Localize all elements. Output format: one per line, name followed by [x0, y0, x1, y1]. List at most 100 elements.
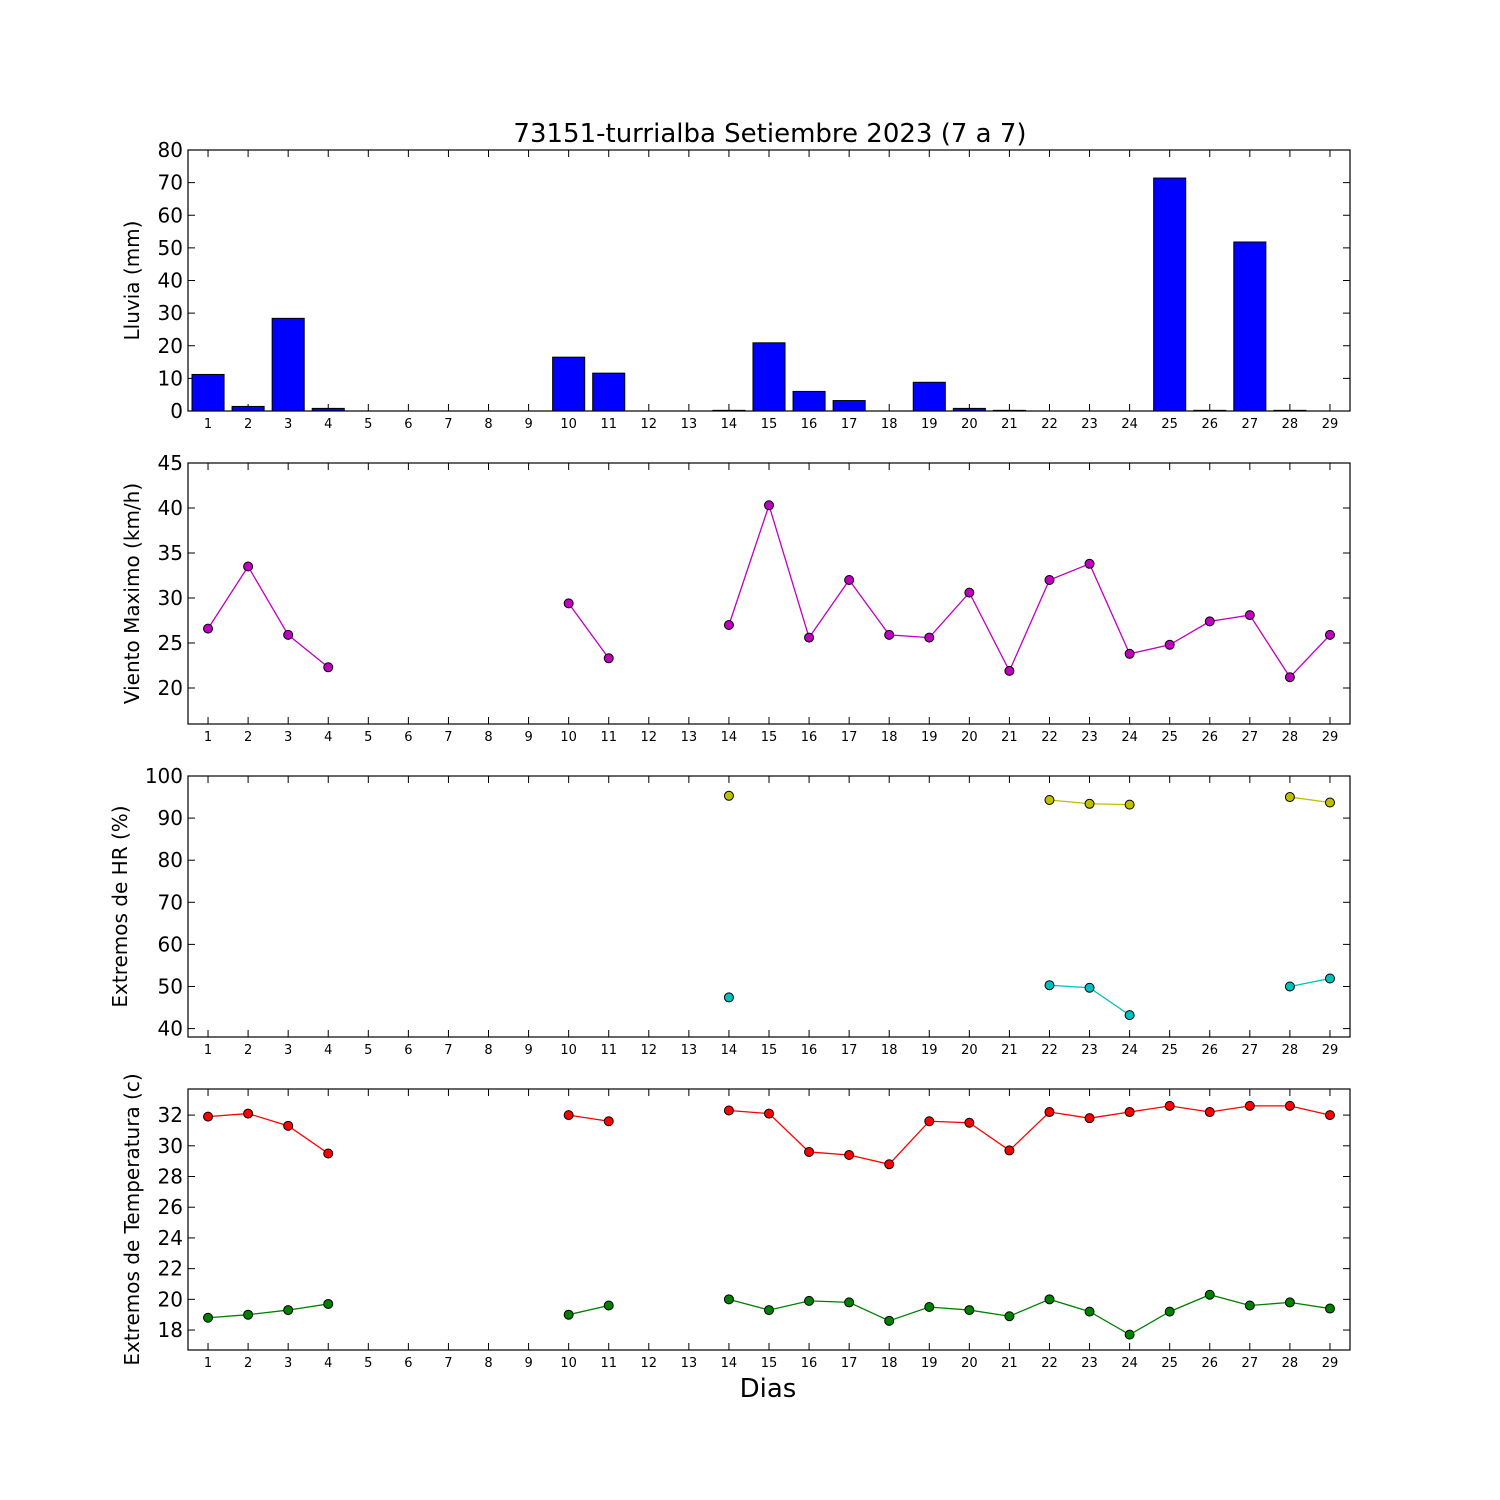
x-tick-label: 3 — [284, 730, 292, 745]
y-tick-label: 90 — [158, 806, 183, 830]
x-tick-label: 17 — [841, 1356, 858, 1371]
point-hr_min-day-14 — [723, 992, 734, 1003]
point-temp_max-day-24 — [1124, 1107, 1135, 1118]
y-tick-label: 80 — [158, 138, 183, 162]
y-tick-label: 40 — [158, 269, 183, 293]
x-tick-label: 15 — [761, 1356, 778, 1371]
point-temp_max-day-4 — [323, 1148, 334, 1159]
y-tick-label: 100 — [145, 764, 183, 788]
x-tick-label: 13 — [681, 1043, 698, 1058]
x-tick-label: 15 — [761, 1043, 778, 1058]
x-tick-label: 1 — [204, 1043, 212, 1058]
y-tick-label: 30 — [158, 301, 183, 325]
x-tick-label: 22 — [1041, 417, 1058, 432]
point-temp_max-day-28 — [1284, 1100, 1295, 1111]
y-axis-label: Extremos de Temperatura (c) — [120, 1073, 144, 1365]
series-line-temp_min — [568, 1304, 609, 1316]
rain-bar-day-25 — [1153, 177, 1187, 412]
point-temp_min-day-17 — [844, 1297, 855, 1308]
x-tick-label: 10 — [560, 417, 577, 432]
point-temp_min-day-21 — [1004, 1311, 1015, 1322]
point-temp_max-day-18 — [884, 1159, 895, 1170]
x-tick-label: 4 — [324, 1043, 332, 1058]
rain-bar-day-17 — [832, 400, 866, 412]
x-tick-label: 28 — [1282, 1356, 1299, 1371]
point-hr_max-day-29 — [1324, 797, 1335, 808]
x-tick-label: 22 — [1041, 730, 1058, 745]
point-temp_min-day-26 — [1204, 1289, 1215, 1300]
rain-bar-day-11 — [592, 372, 626, 412]
y-tick-label: 30 — [158, 1134, 183, 1158]
point-temp_max-day-14 — [723, 1105, 734, 1116]
series-line-temp_min — [207, 1303, 329, 1319]
point-wind-day-15 — [764, 500, 774, 511]
x-tick-label: 11 — [600, 730, 617, 745]
point-temp_max-day-15 — [764, 1108, 774, 1119]
x-tick-label: 17 — [841, 1043, 858, 1058]
y-tick-label: 40 — [158, 496, 183, 520]
point-hr_min-day-24 — [1124, 1010, 1135, 1021]
point-wind-day-25 — [1164, 639, 1175, 650]
y-tick-label: 10 — [158, 366, 183, 390]
x-tick-label: 23 — [1081, 730, 1098, 745]
point-wind-day-2 — [243, 561, 254, 572]
point-temp_max-day-10 — [563, 1110, 574, 1121]
x-tick-label: 21 — [1001, 417, 1018, 432]
x-tick-label: 18 — [881, 730, 898, 745]
x-tick-label: 13 — [681, 1356, 698, 1371]
series-line-wind — [568, 603, 610, 659]
x-tick-label: 6 — [404, 1043, 412, 1058]
x-tick-label: 4 — [324, 730, 332, 745]
point-wind-day-17 — [844, 575, 855, 585]
point-temp_max-day-29 — [1324, 1110, 1335, 1121]
rain-bar-day-4 — [311, 407, 345, 412]
x-tick-label: 4 — [324, 417, 332, 432]
rain-bar-day-2 — [231, 405, 265, 412]
y-axis-label: Extremos de HR (%) — [108, 805, 132, 1007]
point-wind-day-22 — [1044, 575, 1055, 585]
x-tick-label: 27 — [1242, 1043, 1259, 1058]
point-temp_min-day-11 — [603, 1300, 614, 1311]
x-tick-label: 24 — [1121, 730, 1138, 745]
x-tick-label: 10 — [560, 730, 577, 745]
x-tick-label: 2 — [244, 417, 252, 432]
x-tick-label: 25 — [1161, 1356, 1178, 1371]
x-tick-label: 14 — [721, 730, 738, 745]
rain-bar-day-1 — [191, 373, 225, 412]
point-temp_min-day-1 — [203, 1312, 214, 1323]
point-wind-day-29 — [1324, 629, 1335, 640]
point-wind-day-19 — [924, 632, 935, 643]
x-tick-label: 3 — [284, 1043, 292, 1058]
x-tick-label: 14 — [721, 1043, 738, 1058]
x-tick-label: 20 — [961, 1043, 978, 1058]
rain-bar-day-16 — [792, 390, 826, 412]
x-tick-label: 12 — [641, 417, 658, 432]
y-tick-label: 32 — [158, 1103, 183, 1127]
x-tick-label: 25 — [1161, 1043, 1178, 1058]
x-tick-label: 28 — [1282, 730, 1299, 745]
x-tick-label: 5 — [364, 1356, 372, 1371]
point-wind-day-27 — [1244, 610, 1255, 621]
y-tick-label: 28 — [158, 1165, 183, 1189]
x-tick-label: 13 — [681, 730, 698, 745]
point-hr_max-day-23 — [1084, 798, 1095, 809]
point-temp_min-day-25 — [1164, 1306, 1175, 1317]
x-tick-label: 20 — [961, 417, 978, 432]
point-temp_min-day-20 — [964, 1305, 975, 1316]
x-tick-label: 7 — [444, 1043, 452, 1058]
y-tick-label: 20 — [158, 676, 183, 700]
point-temp_min-day-29 — [1324, 1303, 1335, 1314]
x-tick-label: 14 — [721, 1356, 738, 1371]
point-temp_max-day-23 — [1084, 1113, 1095, 1124]
x-tick-label: 19 — [921, 1043, 938, 1058]
point-temp_min-day-23 — [1084, 1306, 1095, 1317]
y-axis-label: Viento Maximo (km/h) — [120, 483, 144, 704]
point-wind-day-28 — [1284, 672, 1295, 683]
rain-bar-day-14 — [712, 409, 746, 412]
rain-bar-day-3 — [271, 317, 305, 412]
point-temp_max-day-20 — [964, 1117, 975, 1128]
y-tick-label: 24 — [158, 1226, 183, 1250]
